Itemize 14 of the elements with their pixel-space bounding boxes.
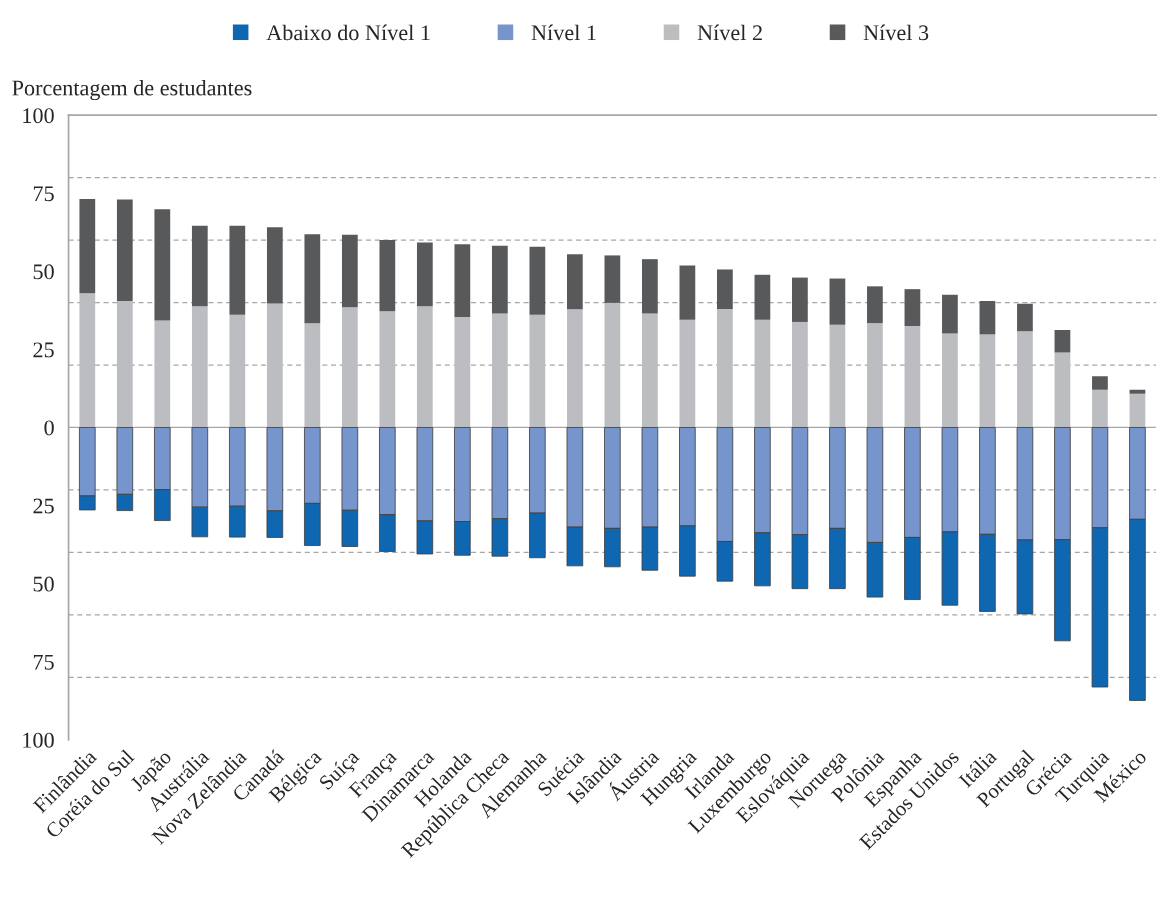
y-tick-label: 100 (23, 108, 54, 124)
y-tick-label: 75 (33, 186, 54, 202)
y-tick-label: 100 (23, 732, 54, 748)
y-tick-label: 50 (33, 576, 54, 592)
legend-label: Nível 2 (697, 24, 762, 41)
legend-label: Abaixo do Nível 1 (266, 24, 430, 41)
y-tick-label: 50 (33, 264, 54, 280)
legend-label: Nível 1 (531, 24, 596, 41)
legend-label: Nível 3 (863, 24, 929, 41)
y-axis-title: Porcentagem de estudantes (12, 79, 252, 101)
y-tick-label: 25 (33, 498, 54, 514)
y-tick-label: 0 (44, 420, 54, 436)
y-tick-label: 75 (33, 654, 54, 670)
y-tick-label: 25 (33, 342, 54, 358)
